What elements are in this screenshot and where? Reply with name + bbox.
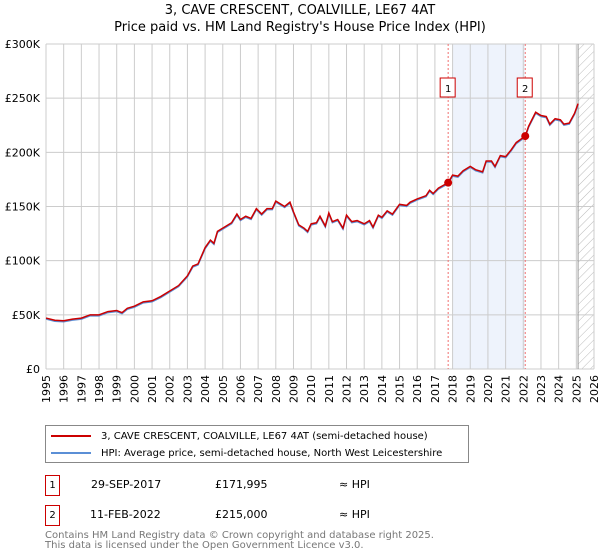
x-tick-label: 2012 [341,375,354,403]
legend-swatch-red [51,435,91,437]
x-tick-label: 1996 [58,375,71,403]
x-tick-label: 2020 [482,375,495,403]
x-tick-label: 2014 [376,375,389,403]
transaction-date: 11-FEB-2022 [90,508,161,521]
x-tick-label: 1995 [40,375,53,403]
x-tick-label: 2015 [394,375,407,403]
x-tick-label: 1998 [93,375,106,403]
x-tick-label: 2009 [287,375,300,403]
x-tick-label: 1999 [111,375,124,403]
x-tick-label: 2025 [570,375,583,403]
x-tick-label: 2004 [199,375,212,403]
chart-subtitle: Price paid vs. HM Land Registry's House … [114,20,486,35]
footer: Contains HM Land Registry data © Crown c… [45,531,434,551]
footer-line: Contains HM Land Registry data © Crown c… [45,530,434,541]
transaction-price: £215,000 [215,508,268,521]
footer-line: This data is licensed under the Open Gov… [45,540,364,551]
transaction-date: 29-SEP-2017 [91,478,162,491]
y-tick-label: £150K [5,201,41,214]
price-line [45,103,579,322]
transaction-hpi: ≈ HPI [339,478,370,491]
x-tick-label: 2023 [535,375,548,403]
x-tick-label: 2011 [323,375,336,403]
marker-badge: 2 [45,505,60,526]
x-tick-label: 2008 [270,375,283,403]
x-tick-label: 2021 [500,375,513,403]
y-tick-label: £250K [5,92,41,105]
legend-item-hpi: HPI: Average price, semi-detached house,… [51,445,442,461]
x-tick-label: 2018 [447,375,460,403]
marker-badge: 1 [45,475,60,496]
sale-point [444,178,453,187]
price-chart: 1995 1996 1997 1998 1999 2000 2001 2002 2003 2004… [5,38,600,403]
x-tick-label: 2005 [217,375,230,403]
x-tick-label: 2000 [128,375,141,403]
y-tick-label: £200K [5,146,41,159]
y-tick-label: £100K [5,255,41,268]
x-tick-label: 2001 [146,375,159,403]
x-tick-label: 1997 [75,375,88,403]
y-tick-label: £50K [12,309,41,322]
x-tick-label: 2013 [358,375,371,403]
x-tick-label: 2007 [252,375,265,403]
transaction-hpi: ≈ HPI [339,508,370,521]
y-tick-label: £0 [26,363,40,376]
x-tick-label: 2017 [429,375,442,403]
transaction-row: 2 11-FEB-2022 £215,000 ≈ HPI [45,505,465,526]
x-tick-label: 2010 [305,375,318,403]
x-tick-label: 2002 [164,375,177,403]
y-tick-label: £300K [5,38,41,51]
transaction-row: 1 29-SEP-2017 £171,995 ≈ HPI [45,475,465,496]
x-tick-label: 2026 [588,375,600,403]
legend-label: 3, CAVE CRESCENT, COALVILLE, LE67 4AT (s… [101,430,428,442]
sale-label-box [439,77,456,98]
x-tick-label: 2024 [553,375,566,403]
x-tick-label: 2019 [464,375,477,403]
legend: 3, CAVE CRESCENT, COALVILLE, LE67 4AT (s… [45,425,469,463]
chart-title: 3, CAVE CRESCENT, COALVILLE, LE67 4AT [164,3,436,18]
legend-item-property: 3, CAVE CRESCENT, COALVILLE, LE67 4AT (s… [51,428,428,444]
sale-label: 2 [522,84,528,95]
sale-label-box [516,77,533,98]
legend-label: HPI: Average price, semi-detached house,… [101,447,443,459]
sale-label: 1 [445,84,451,95]
x-tick-label: 2022 [517,375,530,403]
transaction-price: £171,995 [215,478,268,491]
x-tick-label: 2016 [411,375,424,403]
x-tick-label: 2003 [181,375,194,403]
legend-swatch-blue [51,452,91,454]
sale-point [521,132,530,141]
x-tick-label: 2006 [234,375,247,403]
